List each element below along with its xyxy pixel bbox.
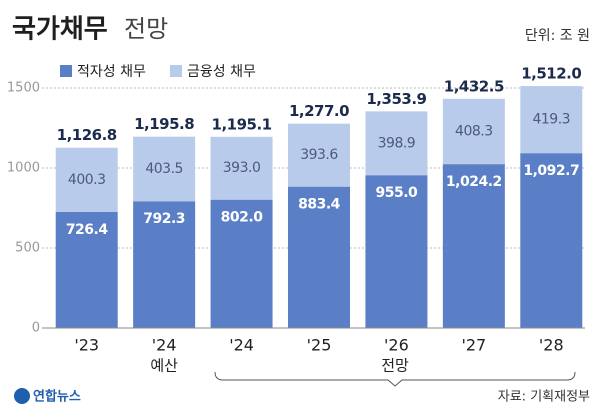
value-label: 883.4 — [298, 197, 341, 213]
x-tick-label: '24 — [229, 336, 254, 355]
legend-label: 금융성 채무 — [187, 64, 256, 80]
legend-label: 적자성 채무 — [77, 64, 146, 80]
x-tick-label: '23 — [74, 336, 99, 355]
legend-swatch — [60, 65, 72, 77]
value-label: 393.6 — [300, 147, 338, 163]
x-tick-label: '25 — [307, 336, 332, 355]
value-label: 408.3 — [455, 123, 493, 139]
bar-segment — [133, 136, 196, 202]
value-label: 955.0 — [376, 185, 419, 201]
x-tick-label: '28 — [539, 336, 564, 355]
forecast-label: 전망 — [381, 357, 409, 375]
total-label: 1,277.0 — [289, 102, 349, 120]
total-label: 1,512.0 — [521, 65, 581, 83]
x-tick-note: 예산 — [150, 357, 178, 375]
bar-segment — [288, 123, 350, 187]
bar-segment — [365, 175, 428, 328]
source: 자료: 기획재정부 — [498, 390, 590, 405]
total-label: 1,353.9 — [366, 90, 426, 108]
value-label: 802.0 — [221, 210, 264, 226]
x-tick-label: '26 — [384, 336, 409, 355]
bar-segment — [520, 153, 583, 328]
value-label: 393.0 — [223, 160, 261, 176]
value-label: 403.5 — [145, 161, 183, 177]
y-tick-label: 0 — [32, 321, 40, 336]
value-label: 419.3 — [532, 112, 570, 128]
value-label: 398.9 — [378, 135, 416, 151]
x-tick-label: '24 — [152, 336, 177, 355]
y-tick-label: 1500 — [7, 81, 40, 96]
unit: 단위: 조 원 — [525, 28, 590, 44]
bar-segment — [442, 98, 505, 165]
total-label: 1,126.8 — [57, 126, 117, 144]
chart-title: 국가채무 — [12, 15, 108, 45]
bar-segment — [210, 136, 273, 200]
bar-segment — [365, 111, 428, 176]
bar-segment — [442, 164, 505, 328]
bar-segment — [55, 211, 118, 328]
value-label: 1,092.7 — [523, 163, 579, 179]
total-label: 1,195.8 — [134, 115, 194, 133]
y-tick-label: 1000 — [7, 161, 40, 176]
bar-segment — [210, 199, 273, 328]
y-tick-label: 500 — [15, 241, 40, 256]
logo: 연합뉴스 — [33, 389, 81, 405]
bar-segment — [133, 201, 196, 328]
value-label: 726.4 — [66, 222, 109, 238]
bar-segment — [520, 86, 583, 154]
logo-icon — [14, 388, 30, 404]
legend-swatch — [170, 65, 182, 77]
value-label: 400.3 — [68, 172, 106, 188]
bar-segment — [288, 186, 350, 328]
total-label: 1,195.1 — [212, 115, 272, 133]
bar-segment — [55, 147, 118, 212]
chart-subtitle: 전망 — [124, 15, 168, 43]
value-label: 792.3 — [143, 211, 185, 227]
forecast-bracket — [214, 371, 576, 387]
value-label: 1,024.2 — [446, 174, 502, 190]
total-label: 1,432.5 — [444, 77, 504, 95]
x-tick-label: '27 — [461, 336, 486, 355]
